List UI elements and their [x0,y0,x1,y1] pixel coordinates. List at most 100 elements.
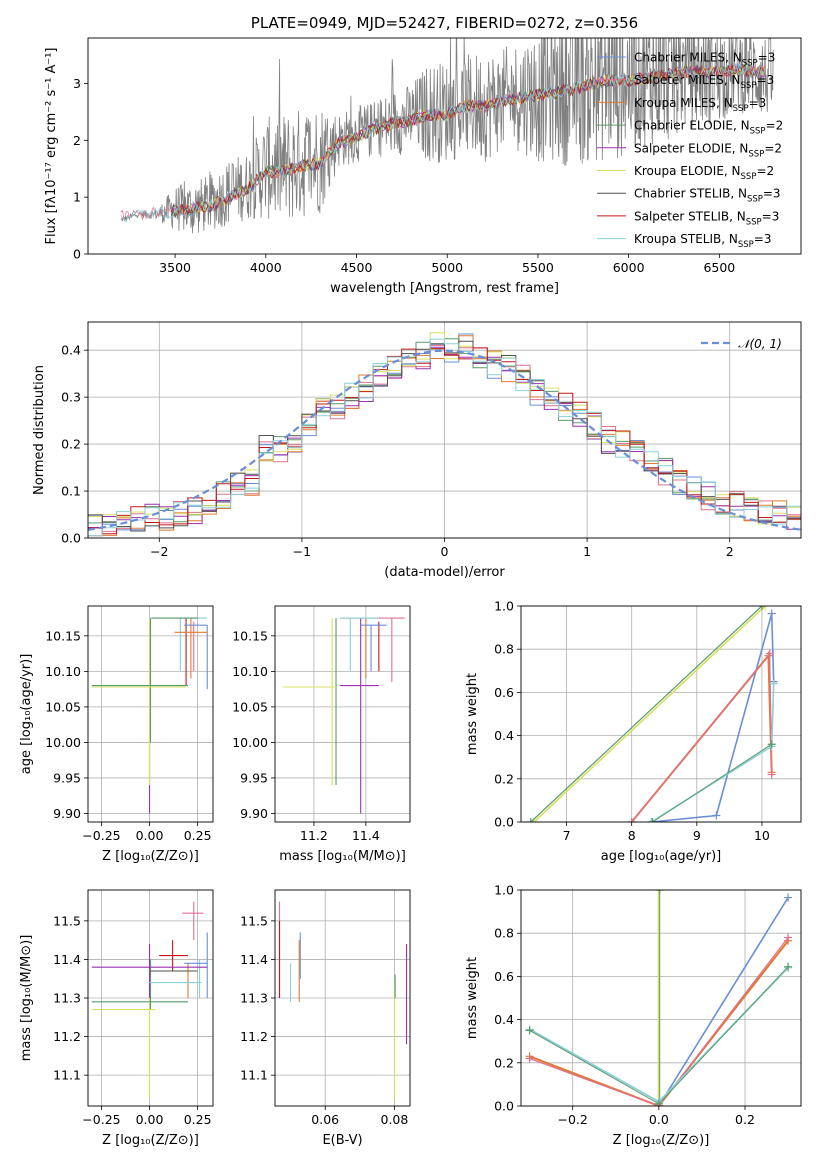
y-tick-label: 11.3 [240,991,268,1006]
legend-sub: SSP [750,127,766,137]
x-tick-label: 8 [628,828,636,843]
x-tick-label: 0.25 [184,828,212,843]
y-tick-label: 2 [73,133,81,148]
x-axis-label: (data-model)/error [384,565,505,580]
x-tick-label: 6500 [703,260,735,275]
plot-area-mass-vs-Z [91,901,208,1099]
x-tick-label: 10 [754,828,770,843]
legend-sub: SSP [741,81,757,91]
x-axis-label: age [log₁₀(age/yr)] [601,849,722,864]
x-tick-label: 11.4 [352,828,380,843]
mass-weight-marker [525,1054,534,1063]
x-tick-label: 0.06 [311,1112,339,1127]
model-spectrum-3 [171,63,765,217]
x-tick-label: 1 [583,544,591,559]
y-tick-label: 10.15 [45,628,81,643]
legend-text: Salpeter MILES, N [634,73,741,87]
x-tick-label: 0.00 [136,828,164,843]
y-tick-label: 0.8 [494,642,514,657]
y-tick-label: 10.05 [232,699,268,714]
x-tick-label: −2 [150,544,168,559]
legend-entry-gaussian: 𝒩(0, 1) [738,337,782,351]
legend-text: Kroupa STELIB, N [634,232,738,246]
x-tick-label: 0.2 [735,1112,755,1127]
legend-suffix: =2 [756,164,774,178]
y-tick-label: 9.95 [240,770,268,785]
x-tick-label: −0.25 [82,828,120,843]
y-tick-label: 1.0 [494,599,514,614]
legend-entry-0: Chabrier MILES, NSSP=3 [634,51,775,69]
mass-weight-line-1 [530,606,763,822]
mass-weight-marker [767,740,776,749]
legend-text: Salpeter STELIB, N [634,209,746,223]
y-tick-label: 0.0 [61,531,81,546]
axes-frame [274,605,411,823]
legend-text: Kroupa MILES, N [634,96,733,110]
legend-text: Chabrier MILES, N [634,51,742,65]
legend-entry-5: Kroupa ELODIE, NSSP=2 [634,164,774,182]
legend-suffix: =3 [762,209,780,223]
legend-entry-7: Salpeter STELIB, NSSP=3 [634,209,779,227]
plot-area-age-vs-mass [282,617,405,814]
axes-massweight-vs-age: 7 8 9 10 0.0 0.2 0.4 0.6 0.8 1.0 age [log₁₀(age/yr… [465,599,802,864]
y-tick-label: 11.4 [53,952,81,967]
mass-weight-marker [712,811,721,820]
model-spectrum-8 [120,63,766,223]
legend-suffix: =3 [754,232,772,246]
x-tick-label: −0.2 [558,1112,588,1127]
x-tick-label: 5500 [522,260,554,275]
legend-entry-4: Salpeter ELODIE, NSSP=2 [634,141,782,159]
y-tick-label: 9.90 [240,806,268,821]
y-tick-label: 10.05 [45,699,81,714]
axes-frame [520,889,802,1107]
axes-frame [520,605,802,823]
mass-weight-marker [765,649,774,658]
x-tick-label: −1 [293,544,311,559]
legend-suffix: =3 [756,73,774,87]
legend-sub: SSP [741,172,757,182]
legend-entry-3: Chabrier ELODIE, NSSP=2 [634,119,783,137]
mass-weight-marker [767,770,776,779]
x-tick-label: 0.0 [649,1112,669,1127]
mass-weight-line-3 [529,940,789,1106]
x-tick-label: −0.25 [82,1112,120,1127]
y-axis-label: mass weight [465,957,480,1039]
x-tick-label: 6000 [613,260,645,275]
y-tick-label: 11.2 [240,1029,268,1044]
y-tick-label: 0.2 [494,1055,514,1070]
x-tick-label: 0.08 [381,1112,409,1127]
y-tick-label: 11.1 [240,1068,268,1083]
residual-hist-8 [88,338,801,537]
plot-area-residuals [88,332,801,537]
legend-sub: SSP [742,59,758,69]
y-tick-label: 9.90 [53,806,81,821]
legend-suffix: =2 [764,141,782,155]
residual-hist-7 [88,347,801,535]
axes-frame [87,605,214,823]
legend-entry-2: Kroupa MILES, NSSP=3 [634,96,766,114]
axes-mass-vs-Z: −0.25 0.00 0.25 11.1 11.2 11.3 11.4 11.5 Z [log₁… [19,889,214,1148]
y-tick-label: 11.2 [53,1029,81,1044]
y-tick-label: 0.0 [494,815,514,830]
y-tick-label: 11.1 [53,1068,81,1083]
mass-weight-line-2 [658,897,789,1106]
y-tick-label: 0.4 [494,1012,514,1027]
y-tick-label: 0.2 [61,437,81,452]
mass-weight-marker [784,893,793,902]
x-tick-label: 0.25 [184,1112,212,1127]
y-axis-label: mass weight [465,673,480,755]
x-axis-label: Z [log₁₀(Z/Z⊙)] [102,849,199,864]
plot-area-age-vs-Z [91,617,208,814]
y-tick-label: 10.15 [232,628,268,643]
y-tick-label: 3 [73,76,81,91]
y-axis-label: Normed distribution [32,365,47,495]
chart-title: PLATE=0949, MJD=52427, FIBERID=0272, z=0… [251,14,638,32]
legend-sub: SSP [748,149,764,159]
axes-spectrum: 3500 4000 4500 5000 5500 6000 6500 0 1 2 3 waveleng… [44,14,802,296]
axes-age-vs-Z: −0.25 0.00 0.25 9.90 9.95 10.00 10.05 10.10 10.1… [19,605,214,864]
legend-text: Kroupa ELODIE, N [634,164,741,178]
x-axis-label: Z [log₁₀(Z/Z⊙)] [102,1133,199,1148]
mass-weight-marker [647,818,656,822]
mass-weight-line-0 [533,606,766,822]
y-tick-label: 11.4 [240,952,268,967]
